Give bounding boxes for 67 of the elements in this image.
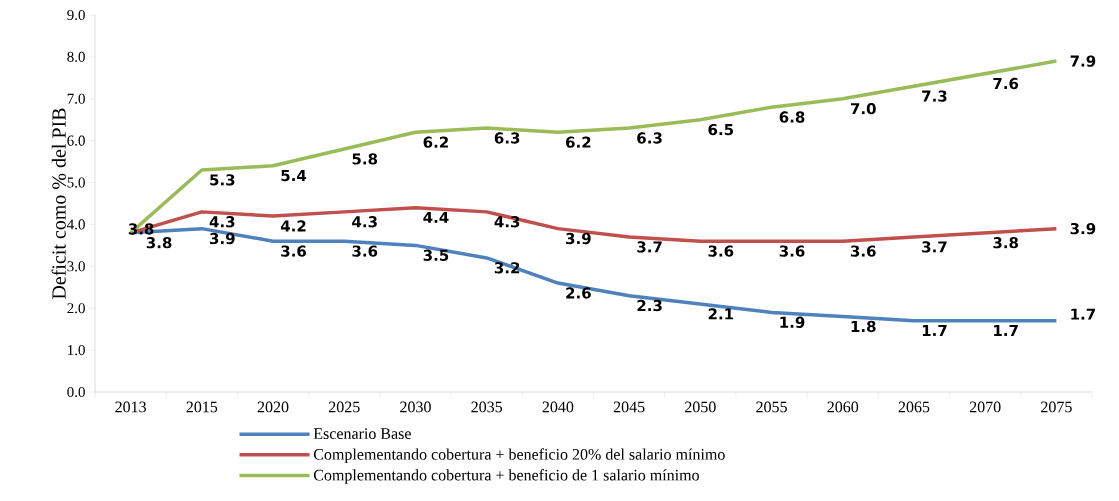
data-label: 4.3 bbox=[494, 216, 520, 228]
data-label: 6.2 bbox=[423, 136, 448, 148]
x-tick-label: 2050 bbox=[685, 401, 716, 413]
y-axis-title: Deficit como % del PIB bbox=[51, 108, 66, 300]
data-label: 3.8 bbox=[146, 237, 172, 249]
x-tick-label: 2025 bbox=[328, 401, 360, 413]
data-label: 6.3 bbox=[637, 132, 662, 144]
data-label: 3.9 bbox=[1070, 222, 1096, 235]
data-label: 2.3 bbox=[637, 299, 662, 312]
x-tick-label: 2045 bbox=[613, 401, 645, 413]
x-tick-label: 2070 bbox=[969, 401, 1001, 413]
data-label: 7.3 bbox=[922, 90, 947, 102]
x-tick-label: 2030 bbox=[400, 401, 431, 413]
data-label: 1.7 bbox=[1071, 308, 1095, 320]
x-tick-label: 2040 bbox=[542, 401, 574, 413]
x-tick-label: 2035 bbox=[471, 401, 503, 413]
data-label: 3.6 bbox=[708, 245, 734, 257]
x-tick-label: 2065 bbox=[898, 401, 930, 413]
data-label: 5.4 bbox=[281, 170, 307, 182]
x-tick-label: 2075 bbox=[1041, 401, 1072, 413]
x-tick-label: 2055 bbox=[756, 401, 787, 413]
data-label: 4.2 bbox=[280, 220, 306, 232]
x-tick-label: 2020 bbox=[257, 401, 289, 413]
y-tick-label: 3.0 bbox=[67, 261, 85, 272]
data-label: 4.3 bbox=[352, 216, 377, 228]
data-label: 3.6 bbox=[779, 245, 805, 257]
data-label: 3.8 bbox=[993, 237, 1019, 249]
data-label: 3.7 bbox=[922, 241, 947, 253]
data-label: 4.3 bbox=[209, 216, 235, 228]
data-label: 1.9 bbox=[780, 316, 805, 328]
legend-label: Escenario Base bbox=[313, 428, 411, 439]
legend-label: Complementando cobertura + beneficio 20% del salario mínimo bbox=[313, 448, 725, 464]
y-tick-label: 9.0 bbox=[67, 9, 85, 21]
y-tick-label: 7.0 bbox=[67, 93, 85, 104]
x-tick-label: 2013 bbox=[115, 401, 146, 413]
data-label: 3.7 bbox=[637, 241, 662, 253]
data-label: 1.7 bbox=[994, 324, 1018, 336]
data-label: 2.1 bbox=[708, 308, 734, 320]
data-label: 6.8 bbox=[779, 111, 805, 123]
y-tick-label: 1.0 bbox=[68, 345, 85, 356]
data-label: 1.7 bbox=[922, 324, 947, 336]
y-tick-label: 8.0 bbox=[67, 51, 85, 62]
data-label: 4.4 bbox=[423, 211, 449, 223]
data-label: 3.6 bbox=[352, 245, 378, 257]
y-tick-label: 2.0 bbox=[67, 303, 85, 314]
y-tick-label: 4.0 bbox=[67, 219, 85, 230]
data-label: 6.3 bbox=[494, 132, 520, 144]
data-label: 3.6 bbox=[281, 245, 307, 257]
y-tick-label: 6.0 bbox=[67, 135, 85, 146]
data-label: 7.9 bbox=[1070, 55, 1096, 67]
x-tick-label: 2015 bbox=[186, 401, 218, 413]
data-label: 7.6 bbox=[993, 77, 1019, 90]
data-label: 6.2 bbox=[566, 136, 591, 148]
data-label: 3.9 bbox=[566, 232, 591, 245]
y-tick-label: 5.0 bbox=[67, 177, 85, 188]
data-label: 3.6 bbox=[850, 245, 876, 257]
data-label: 5.8 bbox=[352, 153, 378, 165]
data-label: 1.8 bbox=[851, 320, 876, 333]
data-label: 3.9 bbox=[210, 232, 235, 245]
data-label: 7.0 bbox=[850, 102, 876, 115]
x-tick-label: 2060 bbox=[827, 401, 859, 413]
data-label: 6.5 bbox=[708, 123, 734, 136]
data-label: 2.6 bbox=[566, 287, 591, 299]
legend-label: Complementando cobertura + beneficio de 1 salario mínimo bbox=[313, 469, 699, 484]
data-label: 3.5 bbox=[423, 249, 449, 261]
data-label: 5.3 bbox=[210, 174, 235, 186]
y-tick-label: 0.0 bbox=[67, 386, 85, 398]
